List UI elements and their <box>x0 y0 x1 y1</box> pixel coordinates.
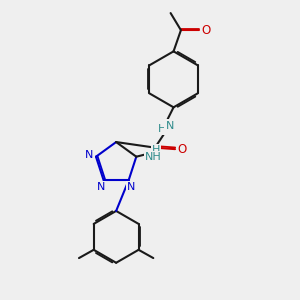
Text: N: N <box>128 182 136 192</box>
Text: N: N <box>85 150 94 160</box>
Text: N: N <box>97 182 105 192</box>
Text: H: H <box>158 124 166 134</box>
Text: NH: NH <box>145 152 161 162</box>
Text: H: H <box>152 145 160 155</box>
Text: N: N <box>166 121 174 130</box>
Text: O: O <box>201 24 210 37</box>
Text: O: O <box>177 142 186 156</box>
